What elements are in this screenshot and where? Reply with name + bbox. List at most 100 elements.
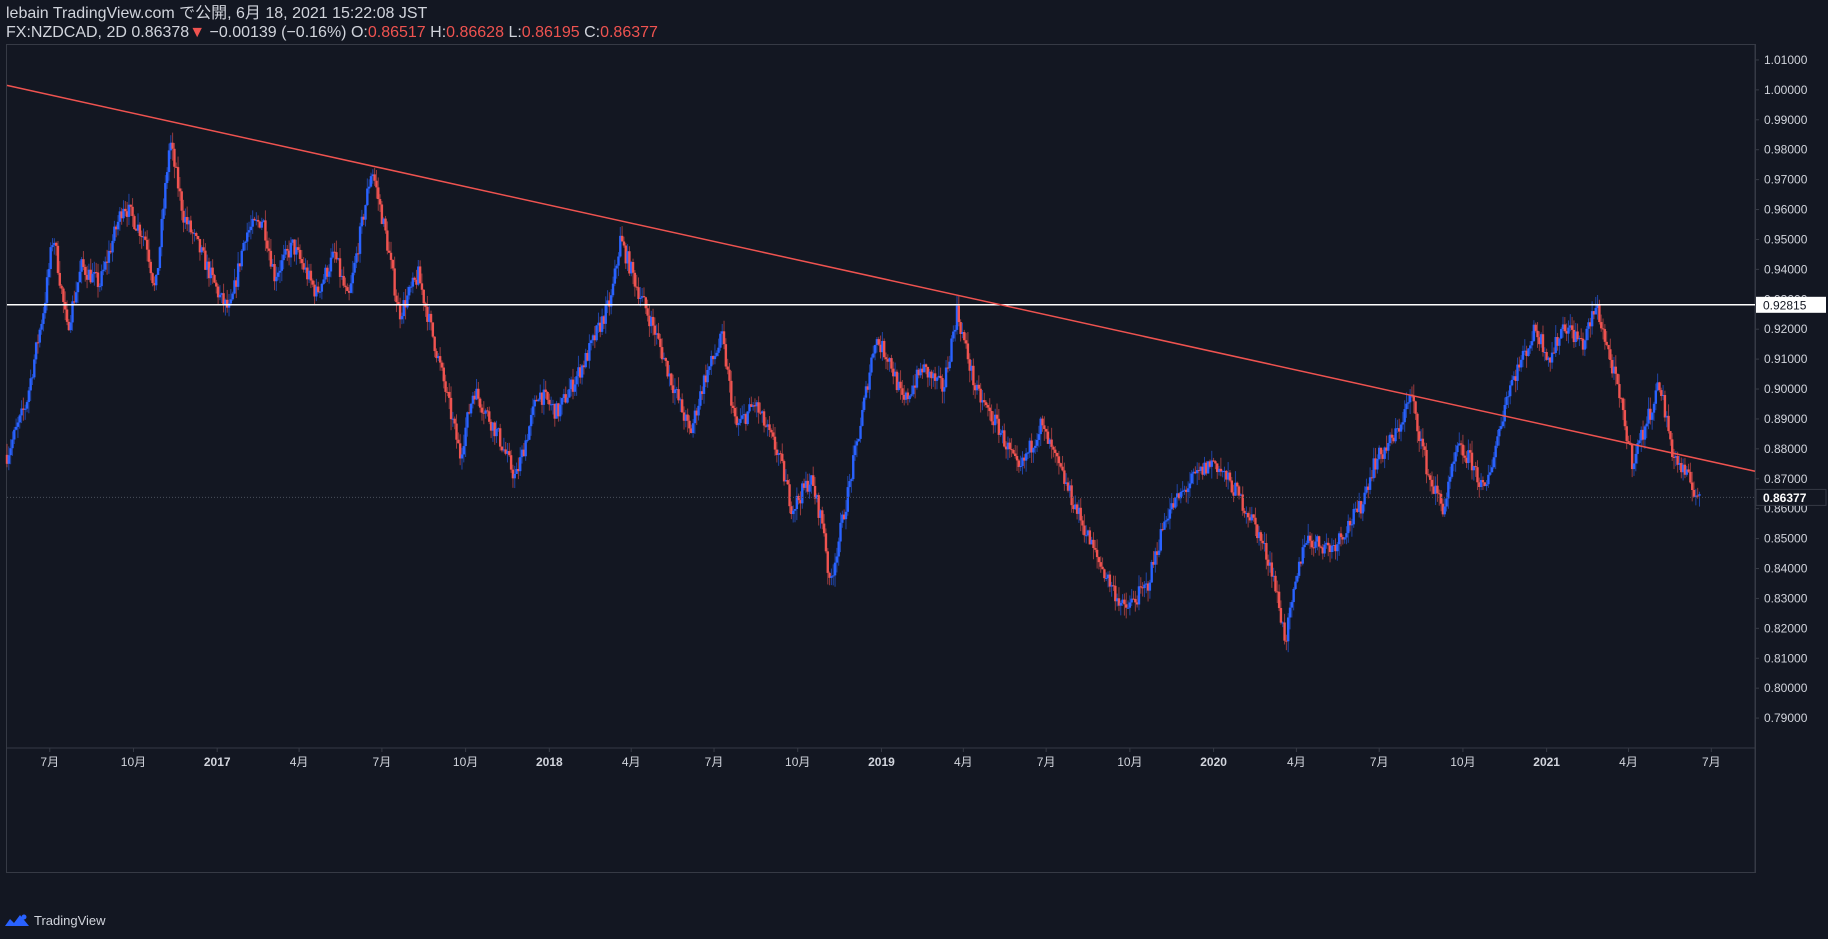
- candle-body: [165, 172, 169, 184]
- candle-body: [1676, 456, 1679, 465]
- candle-body: [586, 352, 589, 361]
- candle-body: [1270, 562, 1274, 577]
- candle-body: [1650, 412, 1654, 420]
- candle-body: [1152, 561, 1155, 565]
- close-label: C:: [584, 24, 601, 41]
- candle-body: [1192, 471, 1195, 474]
- candle-body: [367, 186, 371, 189]
- candle-body: [628, 251, 631, 274]
- candle-body: [839, 522, 842, 542]
- candle-body: [797, 495, 800, 501]
- candle-body: [40, 323, 43, 330]
- candle-body: [1658, 382, 1661, 391]
- candle-body: [1670, 439, 1674, 458]
- y-tick-label: 0.97000: [1764, 173, 1808, 187]
- candle-body: [1319, 546, 1323, 548]
- candle-body: [924, 364, 928, 367]
- candle-body: [1654, 390, 1658, 404]
- candle-body: [238, 263, 242, 267]
- candle-body: [249, 226, 253, 231]
- candle-body: [1281, 622, 1284, 624]
- candle-body: [1530, 341, 1534, 346]
- candle-body: [1094, 548, 1097, 550]
- candle-body: [397, 302, 400, 306]
- candle-body: [1543, 352, 1547, 354]
- candle-body: [85, 274, 89, 280]
- candle-body: [1376, 458, 1379, 470]
- candle-body: [711, 355, 715, 360]
- candle-body: [844, 511, 848, 520]
- candle-body: [1190, 473, 1193, 484]
- candle-body: [1099, 562, 1102, 567]
- candle-body: [216, 286, 220, 298]
- candle-body: [990, 411, 993, 422]
- candle-body: [1257, 532, 1261, 539]
- candle-body: [480, 407, 484, 413]
- candle-body: [96, 272, 100, 288]
- price-chart[interactable]: 0.79000 0.80000 0.81000 0.82000 0.83000 0.840…: [0, 0, 1828, 900]
- candle-body: [810, 475, 813, 485]
- tradingview-logo-icon[interactable]: [4, 912, 30, 928]
- candle-body: [406, 295, 409, 308]
- candle-body: [697, 405, 700, 416]
- candle-body: [1461, 444, 1465, 456]
- candle-body: [1057, 456, 1061, 464]
- candle-body: [1288, 607, 1292, 618]
- candle-body: [122, 208, 125, 219]
- candle-body: [195, 233, 198, 236]
- candle-body: [67, 321, 71, 331]
- candle-body: [275, 276, 278, 282]
- candle-body: [866, 386, 870, 390]
- candle-body: [51, 245, 54, 248]
- candle-body: [31, 377, 34, 379]
- candle-body: [444, 381, 447, 392]
- candle-body: [47, 269, 51, 278]
- candle-body: [699, 391, 702, 406]
- candle-body: [65, 309, 69, 322]
- candle-body: [857, 438, 860, 442]
- candle-body: [664, 358, 667, 361]
- candle-body: [680, 399, 684, 413]
- candle-body: [373, 174, 376, 181]
- candle-body: [1438, 493, 1441, 495]
- brand-label[interactable]: TradingView: [34, 912, 106, 928]
- candle-body: [364, 205, 367, 220]
- candle-body: [1141, 587, 1144, 589]
- candle-body: [1448, 476, 1452, 482]
- candle-body: [145, 239, 149, 250]
- candle-body: [369, 176, 373, 187]
- candle-body: [173, 148, 176, 167]
- candle-body: [895, 371, 899, 391]
- candle-body: [226, 299, 229, 308]
- candle-body: [1643, 426, 1647, 440]
- candle-body: [144, 236, 147, 240]
- candle-body: [269, 250, 273, 267]
- candle-body: [793, 509, 797, 511]
- candle-body: [1645, 423, 1648, 427]
- candle-body: [27, 390, 31, 403]
- candle-body: [775, 449, 779, 456]
- candle-body: [33, 359, 36, 378]
- candle-body: [1563, 324, 1567, 332]
- candle-body: [1194, 471, 1197, 474]
- candle-body: [1268, 562, 1272, 566]
- x-tick-label: 4月: [1619, 755, 1638, 769]
- candle-body: [307, 270, 311, 280]
- candle-body: [131, 206, 134, 217]
- candle-body: [1354, 508, 1357, 510]
- candle-body: [983, 400, 986, 403]
- candle-body: [997, 418, 1001, 435]
- candle-body: [908, 395, 911, 400]
- candle-body: [1017, 460, 1021, 468]
- candle-body: [1581, 338, 1585, 350]
- candle-body: [888, 358, 891, 362]
- candle-body: [903, 394, 906, 400]
- candle-body: [722, 331, 726, 345]
- candle-body: [515, 468, 518, 474]
- candle-body: [240, 250, 243, 267]
- candle-body: [995, 414, 999, 419]
- candle-body: [919, 368, 922, 376]
- candle-body: [242, 242, 245, 251]
- candle-body: [930, 371, 933, 379]
- candle-body: [1090, 539, 1093, 545]
